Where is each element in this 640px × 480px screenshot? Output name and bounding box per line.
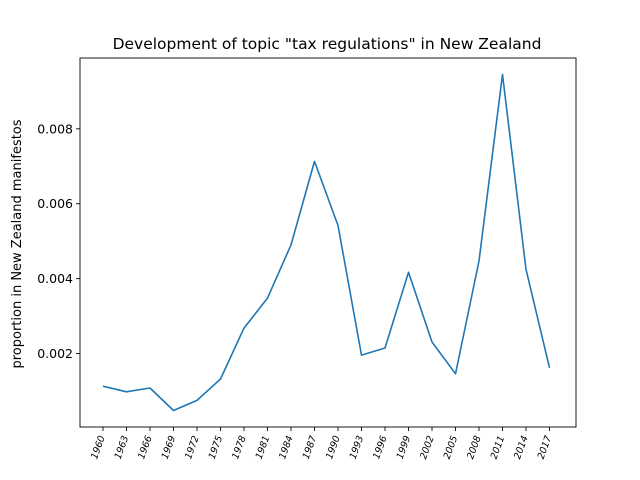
x-tick-label: 1972 bbox=[183, 434, 202, 460]
chart-title: Development of topic "tax regulations" i… bbox=[113, 35, 542, 53]
x-tick-label: 1990 bbox=[324, 434, 343, 460]
plot-frame bbox=[79, 57, 577, 428]
x-tick-label: 1999 bbox=[395, 434, 414, 460]
y-tick-label: 0.004 bbox=[37, 271, 73, 286]
x-tick-label: 2008 bbox=[465, 434, 484, 460]
x-tick-label: 1996 bbox=[371, 434, 390, 460]
y-axis-label: proportion in New Zealand manifestos bbox=[10, 119, 25, 368]
plot-area: 0.002 0.004 0.006 0.008 1960 1963 1966 1969 1972… bbox=[37, 57, 577, 461]
x-tick-label: 1978 bbox=[230, 434, 249, 460]
x-tick-label: 2002 bbox=[418, 434, 437, 460]
x-tick-label: 1975 bbox=[207, 434, 226, 460]
x-tick-label: 1960 bbox=[89, 434, 108, 460]
y-tick-label: 0.008 bbox=[37, 121, 73, 136]
x-tick-label: 2005 bbox=[442, 434, 461, 460]
x-tick-label: 2014 bbox=[512, 434, 531, 460]
x-tick-label: 1969 bbox=[160, 434, 179, 460]
x-tick-label: 1963 bbox=[113, 434, 132, 460]
x-tick-label: 1966 bbox=[136, 434, 155, 460]
x-tick-label: 1984 bbox=[277, 434, 296, 460]
x-tick-label: 1993 bbox=[348, 434, 367, 460]
y-tick-label: 0.002 bbox=[37, 346, 73, 361]
series-line bbox=[102, 73, 551, 412]
x-tick-label: 2011 bbox=[489, 434, 508, 460]
x-tick-label: 1981 bbox=[254, 434, 273, 460]
x-tick-label: 2017 bbox=[536, 434, 555, 460]
y-tick-label: 0.006 bbox=[37, 196, 73, 211]
x-tick-label: 1987 bbox=[301, 434, 320, 460]
